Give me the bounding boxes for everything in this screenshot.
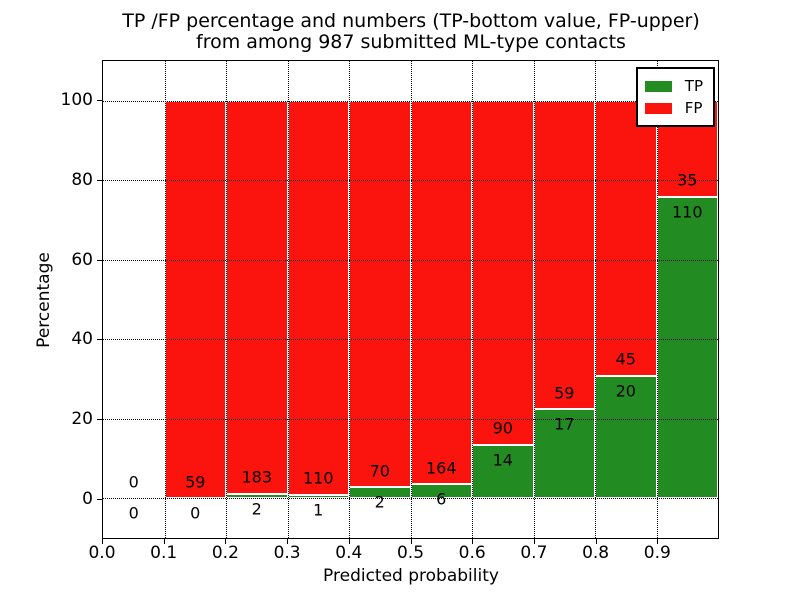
tp-count-label: 6 [436,489,447,509]
x-tick-mark [348,539,350,544]
legend-item-fp: FP [644,97,703,119]
fp-bar-segment [226,100,288,494]
fp-bar-segment [287,100,349,495]
y-tick-mark [97,259,102,261]
vertical-gridline [533,61,535,538]
tp-bar-segment [595,375,657,499]
tp-count-label: 1 [313,500,324,520]
x-tick-label: 0.2 [211,543,239,563]
tp-count-label: 20 [615,381,636,401]
fp-count-label: 183 [241,467,273,487]
chart-title-line2: from among 987 submitted ML-type contact… [196,31,626,53]
vertical-gridline [656,61,658,538]
fp-count-label: 70 [369,461,390,480]
fp-count-label: 164 [425,458,457,478]
fp-legend-label: FP [684,99,703,117]
tp-count-label: 0 [128,503,139,523]
x-tick-label: 0.9 [643,543,671,563]
legend-item-tp: TP [644,75,703,97]
tp-count-label: 17 [554,414,575,434]
tp-count-label: 110 [671,202,703,222]
x-axis-label: Predicted probability [323,566,499,586]
x-tick-mark [225,539,227,544]
y-tick-mark [97,99,102,101]
x-tick-mark [595,539,597,544]
x-tick-label: 0.6 [458,543,486,563]
x-tick-mark [410,539,412,544]
vertical-gridline [472,61,473,538]
x-tick-label: 0.0 [88,543,116,563]
fp-bar-segment [595,100,657,376]
fp-bar-segment [472,100,534,445]
fp-count-label: 110 [302,468,334,488]
y-tick-label: 100 [60,89,93,110]
vertical-gridline [349,61,350,538]
vertical-gridline [410,61,412,538]
vertical-gridline [287,61,289,538]
fp-bar-segment [533,100,595,410]
tp-bar-segment [472,444,534,499]
fp-bar-segment [410,100,472,485]
y-tick-label: 0 [82,489,93,510]
tp-count-label: 14 [492,450,513,470]
fp-count-label: 59 [185,472,206,492]
x-tick-mark [102,539,103,544]
fp-count-label: 35 [677,170,698,190]
plot-area: 0 0 59 0 183 2 110 1 70 2 164 6 90 14 59 17 45 20 35 110 TP… [102,60,719,539]
fp-legend-swatch [644,102,672,114]
y-tick-mark [97,179,102,181]
y-tick-label: 20 [71,409,93,430]
vertical-gridline [164,61,166,538]
legend: TP FP [635,67,715,127]
vertical-gridline [595,61,596,538]
y-tick-mark [97,339,102,341]
tp-count-label: 0 [190,503,201,523]
fp-count-label: 59 [554,383,575,403]
vertical-gridline [226,61,227,538]
chart-title: TP /FP percentage and numbers (TP-bottom… [102,11,720,53]
x-tick-mark [287,539,289,544]
tp-legend-label: TP [684,77,703,95]
tp-count-label: 2 [251,499,262,519]
fp-count-label: 0 [128,472,139,492]
fp-bar-segment [164,100,226,499]
fp-count-label: 45 [615,349,636,369]
x-tick-mark [533,539,535,544]
chart-title-line1: TP /FP percentage and numbers (TP-bottom… [122,10,700,32]
x-tick-mark [657,539,659,544]
x-tick-label: 0.7 [520,543,548,563]
fp-count-label: 90 [492,418,513,438]
tp-bar-segment [656,196,718,499]
y-tick-mark [97,419,102,421]
y-tick-label: 80 [71,169,93,190]
fp-bar-segment [349,100,411,488]
tp-legend-swatch [644,80,672,92]
x-tick-label: 0.4 [335,543,363,563]
x-tick-mark [163,539,165,544]
x-tick-mark [472,539,474,544]
x-tick-label: 0.8 [582,543,610,563]
x-tick-label: 0.5 [396,543,425,563]
x-tick-label: 0.1 [150,543,178,563]
y-tick-label: 60 [71,249,93,270]
y-tick-label: 40 [71,329,93,350]
y-tick-mark [97,499,102,501]
tp-count-label: 2 [374,492,385,512]
x-tick-label: 0.3 [273,543,301,563]
